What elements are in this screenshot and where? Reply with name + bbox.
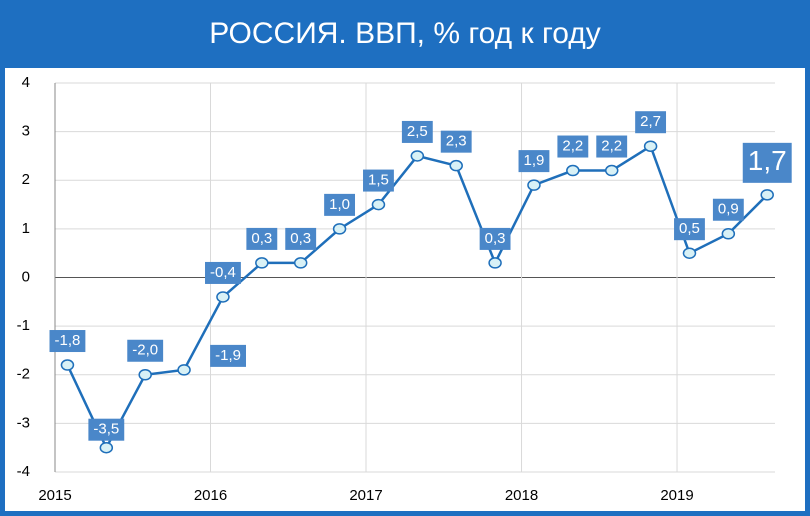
data-label-text: 0,3	[485, 230, 506, 247]
data-label-box	[205, 261, 241, 284]
marker	[721, 227, 736, 240]
y-tick-label: -2	[17, 366, 30, 383]
data-label: 1,7	[742, 142, 792, 183]
data-label-box	[88, 418, 125, 441]
marker	[527, 179, 541, 191]
data-label-text: 1,9	[524, 152, 545, 169]
data-label: -3,5	[88, 418, 125, 441]
data-label-text: -1,8	[55, 332, 81, 349]
data-label-box	[324, 193, 356, 216]
data-label-box	[596, 135, 628, 158]
marker	[177, 364, 191, 376]
chart-title: РОССИЯ. ВВП, % год к году	[209, 17, 601, 50]
data-label-text: 2,7	[640, 113, 661, 130]
y-tick-label: 1	[22, 220, 30, 237]
data-label: 2,7	[635, 111, 667, 134]
data-label: 1,0	[324, 193, 356, 216]
data-label-box	[127, 339, 164, 362]
marker	[643, 140, 658, 152]
data-label-text: 1,5	[368, 172, 389, 189]
data-label: 1,9	[518, 150, 550, 173]
data-label-box	[742, 142, 792, 183]
y-tick-label: -4	[17, 463, 30, 480]
data-label: -1,8	[49, 330, 86, 353]
data-label-text: -1,9	[215, 347, 241, 364]
data-label: 0,5	[674, 218, 705, 241]
data-label: 0,3	[246, 227, 278, 250]
marker	[99, 441, 114, 454]
data-label-text: -2,0	[132, 342, 158, 359]
data-label: -1,9	[210, 344, 247, 367]
y-tick-label: 0	[22, 268, 30, 285]
data-label: 1,5	[363, 169, 394, 192]
y-tick-label: 3	[22, 123, 30, 140]
data-label-text: 0,3	[251, 230, 272, 247]
y-tick-label: 2	[22, 171, 30, 188]
marker	[216, 291, 230, 303]
marker	[760, 189, 774, 201]
marker	[371, 198, 386, 211]
y-tick-label: -3	[17, 414, 30, 431]
x-tick-label: 2018	[505, 487, 538, 504]
marker	[410, 150, 425, 162]
marker	[488, 257, 502, 269]
data-label-box	[363, 169, 394, 192]
marker	[255, 257, 269, 269]
marker	[682, 247, 697, 259]
data-label-text: -3,5	[93, 421, 119, 438]
data-label-box	[401, 120, 433, 143]
data-label-box	[479, 227, 511, 250]
data-label-text: 2,5	[407, 123, 428, 140]
data-label: 0,3	[285, 227, 317, 250]
marker	[566, 164, 580, 177]
data-label-text: 2,2	[601, 137, 622, 154]
x-tick-label: 2017	[349, 487, 382, 504]
x-tick-label: 2019	[660, 487, 693, 504]
data-label-text: 2,3	[446, 133, 467, 150]
data-label-box	[440, 130, 472, 153]
data-label: 0,3	[479, 227, 511, 250]
data-label-text: 1,0	[329, 196, 350, 213]
y-tick-label: -1	[17, 317, 30, 334]
data-label: -0,4	[205, 261, 241, 284]
data-label-box	[635, 111, 667, 134]
marker	[60, 359, 75, 371]
data-label-text: -0,4	[210, 264, 236, 281]
data-label: 2,2	[557, 135, 589, 158]
marker	[332, 223, 347, 235]
data-label-box	[518, 150, 550, 173]
y-tick-label: 4	[22, 74, 30, 91]
data-label-box	[246, 227, 278, 250]
data-label: -2,0	[127, 339, 164, 362]
data-label: 2,2	[596, 135, 628, 158]
marker	[449, 159, 463, 172]
marker	[138, 369, 152, 381]
data-label-box	[210, 344, 247, 367]
x-tick-label: 2016	[194, 487, 227, 504]
data-label-box	[285, 227, 317, 250]
data-label-box	[49, 330, 86, 353]
x-tick-label: 2015	[38, 487, 71, 504]
data-label-text: 0,5	[679, 220, 700, 237]
data-label-box	[557, 135, 589, 158]
data-label-box	[674, 218, 705, 241]
data-label-text: 2,2	[562, 137, 583, 154]
data-label-text: 1,7	[748, 145, 787, 176]
data-label-box	[712, 198, 744, 221]
data-label: 0,9	[712, 198, 744, 221]
data-label: 2,5	[401, 120, 433, 143]
data-label-text: 0,9	[718, 201, 739, 218]
data-label: 2,3	[440, 130, 472, 153]
marker	[293, 257, 308, 269]
data-label-text: 0,3	[290, 230, 311, 247]
marker	[604, 164, 619, 177]
